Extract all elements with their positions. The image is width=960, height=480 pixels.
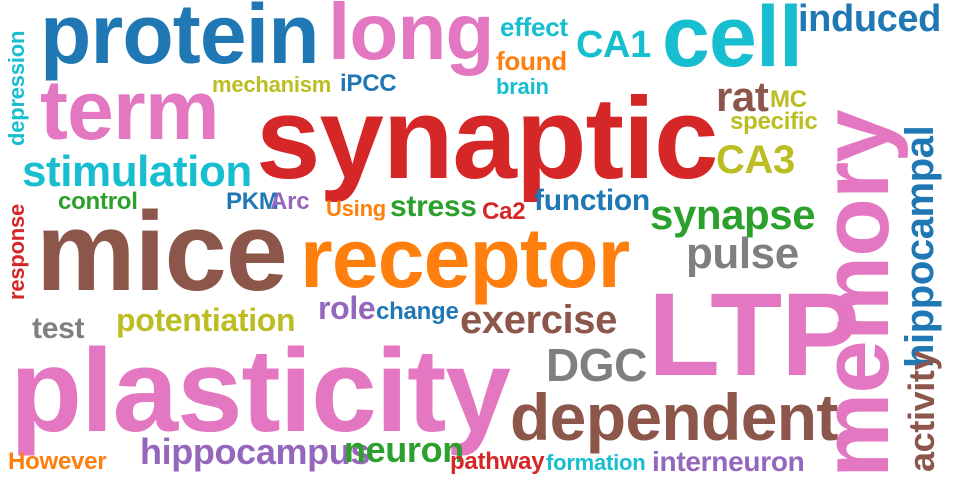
word-hippocampus: hippocampus [140,431,371,472]
word-cell: cell [662,0,803,85]
word-Ca2: Ca2 [482,198,526,225]
word-CA1: CA1 [576,24,651,66]
word-dependent: dependent [510,380,838,454]
word-activity: activity [901,350,942,472]
word-found: found [496,46,567,76]
word-plasticity: plasticity [10,325,511,457]
word-CA3: CA3 [716,138,795,182]
word-neuron: neuron [344,429,464,470]
word-response: response [4,203,29,300]
word-long: long [328,0,494,76]
word-LTP: LTP [648,269,860,401]
word-role: role [318,290,376,326]
word-depression: depression [4,30,29,146]
word-formation: formation [546,450,646,475]
word-term: term [40,63,220,157]
word-DGC: DGC [546,339,647,391]
word-hippocampal: hippocampal [898,125,942,368]
word-potentiation: potentiation [116,302,296,338]
word-protein: protein [40,0,320,81]
word-mechanism: mechanism [212,72,332,97]
word-effect: effect [500,12,568,42]
word-However: However [8,448,107,475]
word-brain: brain [496,74,549,99]
word-mice: mice [36,189,288,314]
word-induced: induced [798,0,942,40]
word-rat: rat [716,73,769,120]
word-iPCC: iPCC [340,70,397,97]
word-pulse: pulse [686,229,799,278]
word-MC: MC [770,86,807,113]
word-interneuron: interneuron [652,446,805,477]
word-Using: Using [326,196,387,221]
word-pathway: pathway [450,448,545,475]
word-exercise: exercise [460,298,617,342]
word-specific: specific [730,108,818,135]
word-test: test [32,312,85,345]
word-receptor: receptor [300,211,630,305]
word-memory: memory [802,110,909,478]
word-stress: stress [390,190,477,223]
word-change: change [376,298,459,325]
word-PKM: PKM [226,188,279,215]
word-Arc: Arc [270,188,310,215]
word-synaptic: synaptic [256,73,719,203]
word-synapse: synapse [650,191,816,238]
word-function: function [534,184,650,217]
word-control: control [58,188,138,215]
word-stimulation: stimulation [22,147,252,196]
